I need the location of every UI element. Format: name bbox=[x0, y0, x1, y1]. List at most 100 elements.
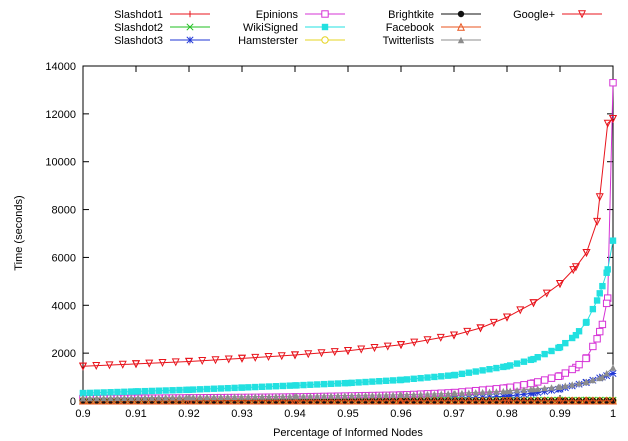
point-wikisigned bbox=[513, 360, 521, 367]
point-facebook bbox=[485, 396, 494, 405]
point-slashdot3 bbox=[513, 391, 521, 399]
point-twitterlists bbox=[293, 392, 300, 400]
point-twitterlists bbox=[438, 390, 445, 397]
point-facebook bbox=[154, 396, 163, 405]
point-wikisigned bbox=[572, 331, 580, 339]
point-twitterlists bbox=[148, 394, 156, 401]
point-wikisigned bbox=[224, 384, 231, 392]
point-twitterlists bbox=[382, 391, 390, 399]
point-google bbox=[158, 359, 167, 368]
point-facebook bbox=[265, 396, 274, 405]
point-facebook bbox=[513, 396, 522, 405]
point-twitterlists bbox=[424, 390, 431, 398]
point-wikisigned bbox=[245, 384, 252, 391]
point-twitterlists bbox=[500, 387, 507, 395]
point-facebook bbox=[251, 396, 260, 405]
point-google bbox=[593, 217, 602, 226]
point-twitterlists bbox=[369, 391, 376, 399]
point-wikisigned bbox=[121, 388, 128, 395]
point-twitterlists bbox=[86, 394, 94, 402]
point-facebook bbox=[437, 396, 446, 405]
point-wikisigned bbox=[307, 381, 314, 388]
point-facebook bbox=[354, 396, 363, 405]
point-facebook bbox=[595, 396, 604, 405]
point-facebook bbox=[327, 396, 336, 405]
point-wikisigned bbox=[190, 386, 197, 393]
point-facebook bbox=[492, 396, 501, 405]
x-tick-label: 0.91 bbox=[125, 408, 146, 420]
point-facebook bbox=[237, 396, 246, 405]
point-wikisigned bbox=[593, 297, 601, 304]
point-twitterlists bbox=[252, 393, 259, 400]
legend-item-google: Google+ bbox=[513, 9, 602, 21]
point-google bbox=[343, 347, 353, 356]
y-tick-label: 2000 bbox=[52, 348, 76, 360]
point-wikisigned bbox=[382, 377, 390, 385]
point-wikisigned bbox=[410, 375, 417, 382]
point-twitterlists bbox=[410, 391, 417, 398]
point-google bbox=[198, 357, 207, 366]
point-twitterlists bbox=[444, 390, 452, 397]
point-wikisigned bbox=[327, 380, 335, 388]
point-facebook bbox=[375, 396, 384, 405]
point-epinions bbox=[593, 335, 601, 343]
point-google bbox=[171, 358, 180, 367]
point-wikisigned bbox=[555, 344, 562, 352]
point-twitterlists bbox=[541, 384, 548, 392]
point-facebook bbox=[278, 396, 287, 405]
point-facebook bbox=[313, 396, 322, 405]
point-wikisigned bbox=[500, 363, 507, 371]
series-group bbox=[78, 79, 618, 405]
point-google bbox=[370, 344, 379, 353]
point-facebook bbox=[271, 396, 280, 405]
x-tick-label: 0.94 bbox=[284, 408, 305, 420]
point-slashdot3 bbox=[499, 392, 507, 400]
point-wikisigned bbox=[183, 386, 190, 394]
point-wikisigned bbox=[128, 388, 135, 395]
point-facebook bbox=[464, 396, 473, 405]
y-tick-label: 12000 bbox=[45, 109, 76, 121]
point-twitterlists bbox=[169, 394, 176, 401]
point-facebook bbox=[320, 396, 329, 405]
point-google bbox=[396, 341, 406, 350]
x-tick-label: 0.92 bbox=[178, 408, 199, 420]
point-wikisigned bbox=[596, 290, 603, 297]
point-twitterlists bbox=[603, 370, 610, 377]
point-twitterlists bbox=[548, 384, 555, 391]
point-facebook bbox=[230, 396, 239, 405]
point-facebook bbox=[361, 396, 370, 405]
point-wikisigned bbox=[155, 387, 162, 394]
point-wikisigned bbox=[458, 370, 466, 378]
point-google bbox=[569, 266, 578, 275]
point-twitterlists bbox=[320, 392, 328, 400]
series-facebook bbox=[78, 396, 618, 405]
point-facebook bbox=[499, 396, 508, 405]
legend-label-twitterlists: Twitterlists bbox=[383, 35, 435, 47]
legend-marker-twitterlists bbox=[457, 36, 465, 44]
point-slashdot3 bbox=[520, 390, 528, 398]
point-facebook bbox=[244, 396, 253, 405]
point-facebook bbox=[602, 396, 611, 405]
point-wikisigned bbox=[114, 388, 121, 396]
point-wikisigned bbox=[506, 362, 514, 369]
point-google bbox=[449, 331, 459, 340]
legend-label-slashdot2: Slashdot2 bbox=[114, 22, 163, 34]
point-wikisigned bbox=[314, 381, 321, 388]
point-facebook bbox=[451, 396, 460, 405]
point-wikisigned bbox=[341, 379, 349, 387]
point-twitterlists bbox=[417, 391, 424, 398]
point-twitterlists bbox=[465, 389, 473, 396]
point-epinions bbox=[561, 369, 569, 377]
point-twitterlists bbox=[217, 393, 224, 401]
point-facebook bbox=[402, 396, 411, 405]
point-google bbox=[542, 289, 551, 298]
legend-marker-slashdot3 bbox=[186, 36, 194, 44]
point-wikisigned bbox=[589, 305, 597, 313]
x-tick-label: 1 bbox=[610, 408, 616, 420]
x-tick-label: 0.96 bbox=[390, 408, 411, 420]
legend-label-brightkite: Brightkite bbox=[388, 9, 434, 21]
x-tick-label: 0.95 bbox=[337, 408, 358, 420]
point-google bbox=[145, 359, 154, 368]
